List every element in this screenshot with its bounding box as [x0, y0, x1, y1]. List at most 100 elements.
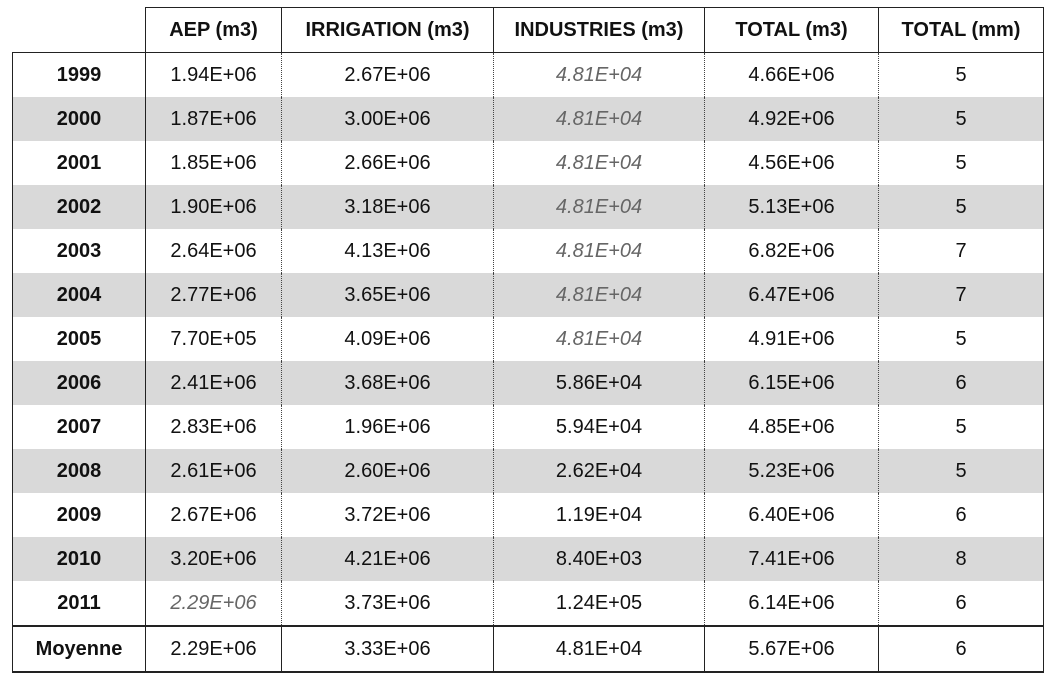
value-cell: 4.81E+04: [493, 141, 705, 185]
value-cell: 6: [878, 493, 1044, 537]
row-label: Moyenne: [12, 625, 146, 673]
value-cell: 2.60E+06: [281, 449, 494, 493]
value-cell: 6.47E+06: [704, 273, 879, 317]
value-cell: 2.67E+06: [145, 493, 282, 537]
value-cell: 4.81E+04: [493, 185, 705, 229]
row-label: 2009: [12, 493, 146, 537]
row-label: 2004: [12, 273, 146, 317]
value-cell: 4.81E+04: [493, 625, 705, 673]
table-row: 2005 7.70E+05 4.09E+06 4.81E+04 4.91E+06 5: [12, 317, 1044, 361]
value-cell: 5: [878, 449, 1044, 493]
value-cell: 5.86E+04: [493, 361, 705, 405]
value-cell: 5.13E+06: [704, 185, 879, 229]
value-cell: 4.81E+04: [493, 229, 705, 273]
value-cell: 3.18E+06: [281, 185, 494, 229]
row-label: 2011: [12, 581, 146, 626]
value-cell: 4.81E+04: [493, 317, 705, 361]
corner-cell: [12, 7, 146, 53]
value-cell: 5.67E+06: [704, 625, 879, 673]
data-table: AEP (m3) IRRIGATION (m3) INDUSTRIES (m3) TO…: [12, 7, 1044, 673]
column-header: IRRIGATION (m3): [281, 7, 494, 53]
value-cell: 4.85E+06: [704, 405, 879, 449]
column-header: TOTAL (m3): [704, 7, 879, 53]
row-label: 2002: [12, 185, 146, 229]
value-cell: 2.66E+06: [281, 141, 494, 185]
value-cell: 2.77E+06: [145, 273, 282, 317]
value-cell: 6: [878, 361, 1044, 405]
table-row: 2008 2.61E+06 2.60E+06 2.62E+04 5.23E+06 5: [12, 449, 1044, 493]
value-cell: 5: [878, 405, 1044, 449]
value-cell: 7.70E+05: [145, 317, 282, 361]
table-row: 2004 2.77E+06 3.65E+06 4.81E+04 6.47E+06 7: [12, 273, 1044, 317]
value-cell: 2.64E+06: [145, 229, 282, 273]
value-cell: 1.94E+06: [145, 52, 282, 97]
table-row: 2006 2.41E+06 3.68E+06 5.86E+04 6.15E+06 6: [12, 361, 1044, 405]
value-cell: 1.19E+04: [493, 493, 705, 537]
value-cell: 5: [878, 97, 1044, 141]
value-cell: 1.85E+06: [145, 141, 282, 185]
footer-row: Moyenne 2.29E+06 3.33E+06 4.81E+04 5.67E+06 6: [12, 625, 1044, 673]
value-cell: 1.24E+05: [493, 581, 705, 626]
table-row: 2007 2.83E+06 1.96E+06 5.94E+04 4.85E+06 5: [12, 405, 1044, 449]
value-cell: 4.81E+04: [493, 273, 705, 317]
table-row: 2000 1.87E+06 3.00E+06 4.81E+04 4.92E+06 5: [12, 97, 1044, 141]
row-label: 2006: [12, 361, 146, 405]
value-cell: 4.92E+06: [704, 97, 879, 141]
value-cell: 3.68E+06: [281, 361, 494, 405]
value-cell: 2.62E+04: [493, 449, 705, 493]
table-row: 2002 1.90E+06 3.18E+06 4.81E+04 5.13E+06 5: [12, 185, 1044, 229]
value-cell: 5: [878, 52, 1044, 97]
value-cell: 6: [878, 581, 1044, 626]
value-cell: 6: [878, 625, 1044, 673]
value-cell: 3.72E+06: [281, 493, 494, 537]
value-cell: 4.56E+06: [704, 141, 879, 185]
value-cell: 6.82E+06: [704, 229, 879, 273]
value-cell: 6.15E+06: [704, 361, 879, 405]
column-header: INDUSTRIES (m3): [493, 7, 705, 53]
value-cell: 2.29E+06: [145, 581, 282, 626]
table-row: 2001 1.85E+06 2.66E+06 4.81E+04 4.56E+06 5: [12, 141, 1044, 185]
table-row: 1999 1.94E+06 2.67E+06 4.81E+04 4.66E+06 5: [12, 52, 1044, 97]
row-label: 2010: [12, 537, 146, 581]
table-row: 2003 2.64E+06 4.13E+06 4.81E+04 6.82E+06 7: [12, 229, 1044, 273]
value-cell: 7: [878, 273, 1044, 317]
value-cell: 6.40E+06: [704, 493, 879, 537]
value-cell: 1.96E+06: [281, 405, 494, 449]
row-label: 2005: [12, 317, 146, 361]
value-cell: 3.00E+06: [281, 97, 494, 141]
value-cell: 4.91E+06: [704, 317, 879, 361]
value-cell: 6.14E+06: [704, 581, 879, 626]
row-label: 2008: [12, 449, 146, 493]
table-row: 2011 2.29E+06 3.73E+06 1.24E+05 6.14E+06 6: [12, 581, 1044, 626]
row-label: 2000: [12, 97, 146, 141]
value-cell: 1.87E+06: [145, 97, 282, 141]
value-cell: 4.21E+06: [281, 537, 494, 581]
value-cell: 2.41E+06: [145, 361, 282, 405]
value-cell: 4.81E+04: [493, 52, 705, 97]
value-cell: 5: [878, 317, 1044, 361]
row-label: 2007: [12, 405, 146, 449]
value-cell: 5: [878, 141, 1044, 185]
value-cell: 3.65E+06: [281, 273, 494, 317]
value-cell: 3.73E+06: [281, 581, 494, 626]
row-label: 2003: [12, 229, 146, 273]
value-cell: 8: [878, 537, 1044, 581]
value-cell: 1.90E+06: [145, 185, 282, 229]
value-cell: 3.33E+06: [281, 625, 494, 673]
value-cell: 3.20E+06: [145, 537, 282, 581]
table-row: 2009 2.67E+06 3.72E+06 1.19E+04 6.40E+06 6: [12, 493, 1044, 537]
row-label: 2001: [12, 141, 146, 185]
column-header: AEP (m3): [145, 7, 282, 53]
value-cell: 4.66E+06: [704, 52, 879, 97]
value-cell: 2.83E+06: [145, 405, 282, 449]
value-cell: 8.40E+03: [493, 537, 705, 581]
table-row: 2010 3.20E+06 4.21E+06 8.40E+03 7.41E+06 8: [12, 537, 1044, 581]
value-cell: 4.13E+06: [281, 229, 494, 273]
value-cell: 2.67E+06: [281, 52, 494, 97]
row-label: 1999: [12, 52, 146, 97]
value-cell: 5.94E+04: [493, 405, 705, 449]
value-cell: 2.29E+06: [145, 625, 282, 673]
value-cell: 2.61E+06: [145, 449, 282, 493]
value-cell: 4.09E+06: [281, 317, 494, 361]
